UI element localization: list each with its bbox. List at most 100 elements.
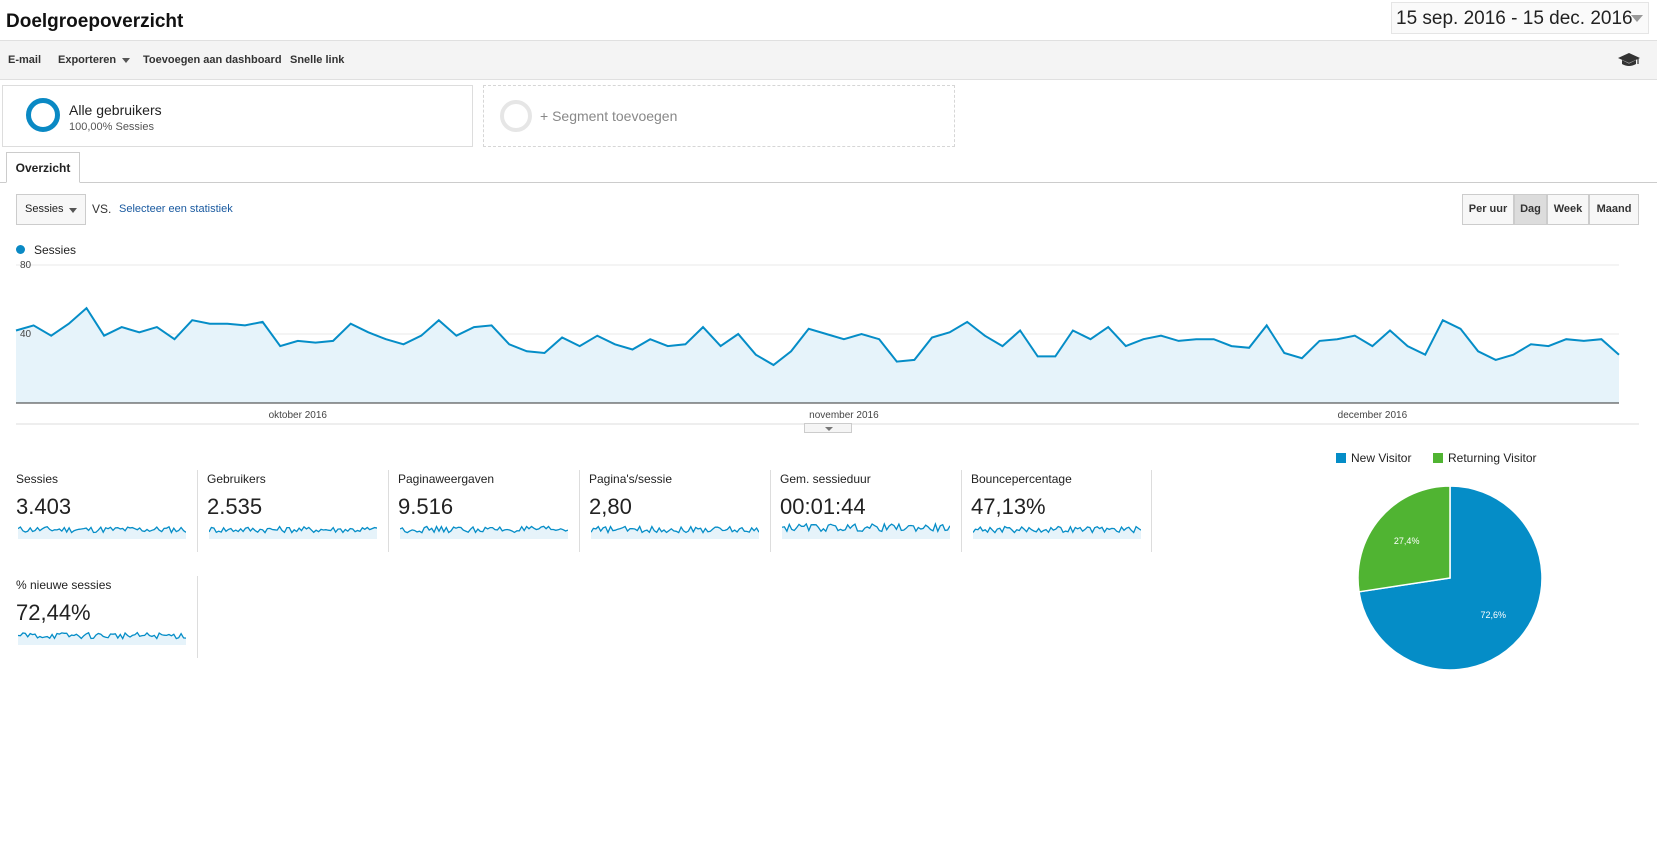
data-point[interactable] <box>295 338 301 344</box>
data-point[interactable] <box>1598 336 1604 342</box>
data-point[interactable] <box>823 331 829 337</box>
data-point[interactable] <box>718 343 724 349</box>
tab-overview[interactable]: Overzicht <box>6 152 80 183</box>
data-point[interactable] <box>453 333 459 339</box>
data-point[interactable] <box>418 333 424 339</box>
data-point[interactable] <box>1581 338 1587 344</box>
data-point[interactable] <box>1264 322 1270 328</box>
data-point[interactable] <box>1422 352 1428 358</box>
data-point[interactable] <box>401 341 407 347</box>
pie-slice[interactable] <box>1357 485 1451 593</box>
data-point[interactable] <box>224 321 230 327</box>
data-point[interactable] <box>1440 317 1446 323</box>
data-point[interactable] <box>1140 336 1146 342</box>
data-point[interactable] <box>101 333 107 339</box>
scorecard[interactable]: Pagina's/sessie 2,80 <box>589 472 779 554</box>
data-point[interactable] <box>806 326 812 332</box>
data-point[interactable] <box>1299 355 1305 361</box>
data-point[interactable] <box>876 336 882 342</box>
data-point[interactable] <box>542 350 548 356</box>
data-point[interactable] <box>1369 343 1375 349</box>
data-point[interactable] <box>1475 348 1481 354</box>
data-point[interactable] <box>788 348 794 354</box>
data-point[interactable] <box>489 322 495 328</box>
segment-all-users[interactable]: Alle gebruikers 100,00% Sessies <box>2 85 473 147</box>
data-point[interactable] <box>1317 338 1323 344</box>
data-point[interactable] <box>929 335 935 341</box>
data-point[interactable] <box>911 357 917 363</box>
scorecard[interactable]: Bouncepercentage 47,13% <box>971 472 1161 554</box>
data-point[interactable] <box>1616 352 1622 358</box>
shortcut-button[interactable]: Snelle link <box>290 54 345 66</box>
data-point[interactable] <box>207 321 213 327</box>
data-point[interactable] <box>1493 357 1499 363</box>
data-point[interactable] <box>365 329 371 335</box>
data-point[interactable] <box>665 343 671 349</box>
data-point[interactable] <box>1458 326 1464 332</box>
data-point[interactable] <box>841 336 847 342</box>
data-point[interactable] <box>172 336 178 342</box>
granularity-day-button[interactable]: Dag <box>1514 194 1547 225</box>
data-point[interactable] <box>859 331 865 337</box>
data-point[interactable] <box>612 341 618 347</box>
data-point[interactable] <box>1193 336 1199 342</box>
date-range-picker[interactable]: 15 sep. 2016 - 15 dec. 2016 <box>1391 2 1649 34</box>
export-button[interactable]: Exporteren <box>58 54 131 66</box>
data-point[interactable] <box>982 333 988 339</box>
scorecard[interactable]: Gebruikers 2.535 <box>207 472 397 554</box>
chart-collapse-toggle[interactable] <box>804 423 852 433</box>
data-point[interactable] <box>66 321 72 327</box>
data-point[interactable] <box>1052 353 1058 359</box>
data-point[interactable] <box>1158 333 1164 339</box>
data-point[interactable] <box>436 317 442 323</box>
data-point[interactable] <box>348 321 354 327</box>
select-statistic-link[interactable]: Selecteer een statistiek <box>119 203 233 215</box>
data-point[interactable] <box>260 319 266 325</box>
graduation-cap-icon[interactable] <box>1617 51 1641 69</box>
data-point[interactable] <box>471 324 477 330</box>
granularity-hour-button[interactable]: Per uur <box>1462 194 1514 225</box>
data-point[interactable] <box>1281 350 1287 356</box>
data-point[interactable] <box>1246 345 1252 351</box>
data-point[interactable] <box>84 305 90 311</box>
data-point[interactable] <box>1546 343 1552 349</box>
data-point[interactable] <box>577 343 583 349</box>
email-button[interactable]: E-mail <box>8 54 42 66</box>
scorecard[interactable]: Gem. sessieduur 00:01:44 <box>780 472 970 554</box>
data-point[interactable] <box>771 362 777 368</box>
metric-select[interactable]: Sessies <box>16 194 86 225</box>
data-point[interactable] <box>1563 336 1569 342</box>
data-point[interactable] <box>1017 328 1023 334</box>
data-point[interactable] <box>1510 352 1516 358</box>
scorecard[interactable]: % nieuwe sessies 72,44% <box>16 578 206 660</box>
data-point[interactable] <box>1528 341 1534 347</box>
data-point[interactable] <box>1123 343 1129 349</box>
data-point[interactable] <box>13 328 19 334</box>
data-point[interactable] <box>1070 328 1076 334</box>
data-point[interactable] <box>964 319 970 325</box>
data-point[interactable] <box>1035 353 1041 359</box>
data-point[interactable] <box>1176 338 1182 344</box>
data-point[interactable] <box>524 348 530 354</box>
data-point[interactable] <box>894 359 900 365</box>
add-to-dashboard-button[interactable]: Toevoegen aan dashboard <box>143 54 282 66</box>
data-point[interactable] <box>1211 336 1217 342</box>
data-point[interactable] <box>753 352 759 358</box>
data-point[interactable] <box>1000 343 1006 349</box>
data-point[interactable] <box>735 331 741 337</box>
data-point[interactable] <box>136 329 142 335</box>
data-point[interactable] <box>31 322 37 328</box>
granularity-week-button[interactable]: Week <box>1547 194 1589 225</box>
data-point[interactable] <box>630 347 636 353</box>
data-point[interactable] <box>1334 336 1340 342</box>
data-point[interactable] <box>119 324 125 330</box>
data-point[interactable] <box>647 336 653 342</box>
data-point[interactable] <box>559 335 565 341</box>
data-point[interactable] <box>1405 343 1411 349</box>
scorecard[interactable]: Paginaweergaven 9.516 <box>398 472 588 554</box>
data-point[interactable] <box>506 341 512 347</box>
granularity-month-button[interactable]: Maand <box>1589 194 1639 225</box>
data-point[interactable] <box>700 324 706 330</box>
scorecard[interactable]: Sessies 3.403 <box>16 472 206 554</box>
data-point[interactable] <box>947 329 953 335</box>
